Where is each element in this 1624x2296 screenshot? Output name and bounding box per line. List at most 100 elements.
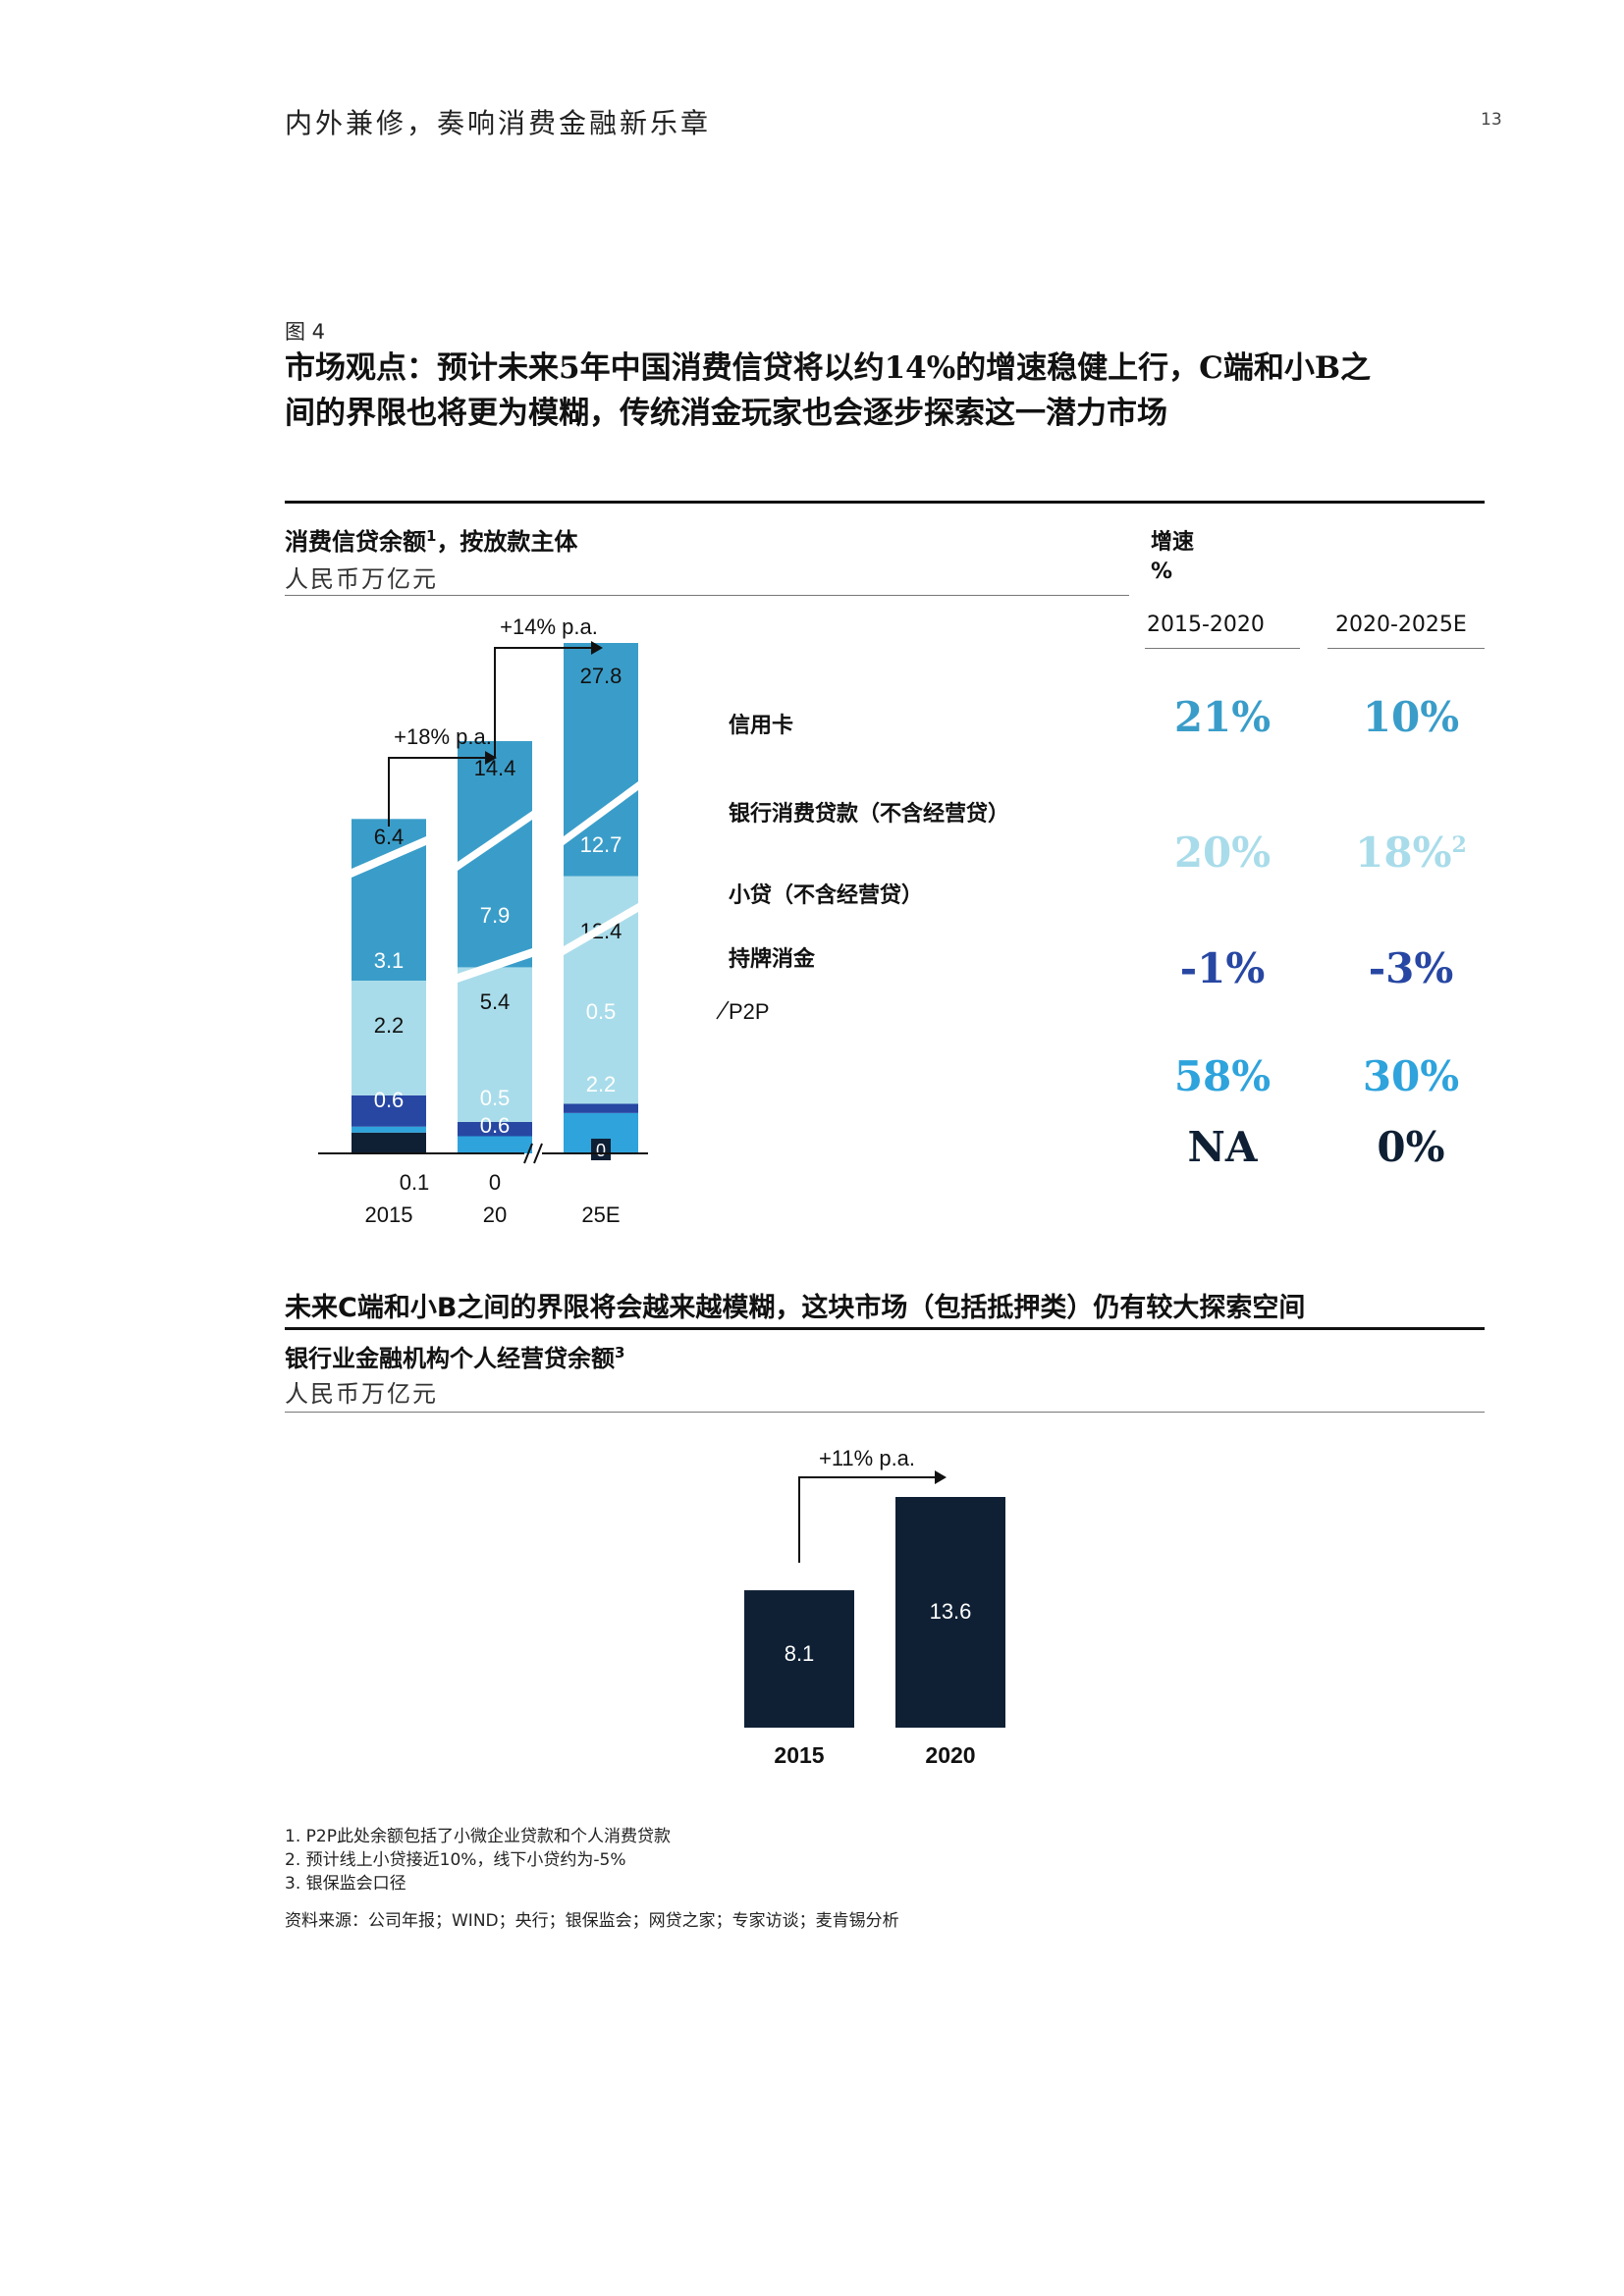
bar-break-slash-1 xyxy=(458,811,532,871)
below-label-licensed-cf-2015: 0.1 xyxy=(400,1170,430,1195)
bar-label-x-2015: 2.2 xyxy=(374,1013,405,1038)
bar-segment-x-20 xyxy=(458,967,532,1122)
bar-label-x-20: 5.4 xyxy=(480,989,511,1014)
axis-break-mark-1 xyxy=(523,1143,533,1164)
chart1-title-text: 消费信贷余额 xyxy=(285,528,426,556)
growth-licensed-cf-2020-2025e: 30% xyxy=(1362,1052,1460,1100)
footnote-1: 1. P2P此处余额包括了小微企业贷款和个人消费贷款 xyxy=(285,1827,671,1846)
chart1-title-rule xyxy=(285,595,1129,596)
legend-label-p2p0: P2P xyxy=(729,999,770,1024)
footnote-3: 3. 银保监会口径 xyxy=(285,1874,406,1894)
chart1-unit: 人民币万亿元 xyxy=(285,565,438,593)
growth-col-2-rule xyxy=(1327,648,1485,649)
growth-col-2015-2020: 2015-2020 xyxy=(1147,613,1265,637)
category-label-2015: 2015 xyxy=(365,1202,413,1227)
total-label-25e: 27.8 xyxy=(580,664,623,688)
bar-segment-x-2015 xyxy=(352,981,426,1095)
bar-label-p2p-25e-marker: 0 xyxy=(596,1141,606,1160)
bar-label-x-2015: 3.1 xyxy=(374,948,405,973)
legend-label-1: 持牌消金 xyxy=(729,946,816,971)
below-label-p2p-20: 0 xyxy=(489,1170,501,1195)
bar-label-x-25e: 0.5 xyxy=(586,999,617,1024)
growth-col-1-rule xyxy=(1145,648,1300,649)
total-label-2015: 6.4 xyxy=(374,825,405,849)
category-label-25e: 25E xyxy=(581,1202,620,1227)
growth-arrow-head-0 xyxy=(485,751,497,765)
bar-label-x-25e: 2.2 xyxy=(586,1072,617,1096)
growth-p2p-2015-2020: NA xyxy=(1187,1123,1258,1171)
bar-2020 xyxy=(895,1497,1005,1728)
source-note: 资料来源：公司年报；WIND；央行；银保监会；网贷之家；专家访谈；麦肯锡分析 xyxy=(285,1911,899,1931)
bar-break-slash-3 xyxy=(564,781,638,845)
figure-label: 图 4 xyxy=(285,320,326,344)
growth-arrow-line xyxy=(798,1476,935,1564)
growth-microloans-2015-2020: -1% xyxy=(1179,944,1266,992)
chart2-title-footnote-ref: 3 xyxy=(615,1344,625,1362)
growth-arrow-head-1 xyxy=(591,641,603,655)
category-label-2020: 2020 xyxy=(925,1742,975,1768)
bar-label-x-20: 0.6 xyxy=(480,1113,511,1138)
bar-label-x-2015: 0.6 xyxy=(374,1088,405,1112)
bar-segment-x-25e xyxy=(564,1103,638,1113)
category-label-20: 20 xyxy=(483,1202,507,1227)
figure-title-line-2: 间的界限也将更为模糊，传统消金玩家也会逐步探索这一潜力市场 xyxy=(285,396,1167,431)
bar-break-slash-0 xyxy=(352,836,426,878)
page-number: 13 xyxy=(1481,110,1502,130)
bar-segment-x-20 xyxy=(458,1121,532,1137)
growth-arrow-label: +11% p.a. xyxy=(819,1446,915,1470)
bar-marker-p2p-25e xyxy=(591,1139,611,1160)
stacked-bar-chart: 0.40.62.23.10.60.55.47.902.20.512.412.70… xyxy=(318,614,1009,1227)
business-loan-bar-chart: 8.1 2015 13.6 2020 +11% p.a. xyxy=(744,1446,1005,1768)
growth-arrow-label-1: +14% p.a. xyxy=(500,614,598,639)
bar-segment-x-2015 xyxy=(352,1095,426,1127)
bar-2015 xyxy=(744,1590,854,1728)
running-title: 内外兼修，奏响消费金融新乐章 xyxy=(285,107,712,139)
chart1-title-footnote-ref: 1 xyxy=(426,527,437,545)
bar-segment-x-2015 xyxy=(352,1126,426,1133)
growth-col-2020-2025e: 2020-2025E xyxy=(1335,613,1467,637)
bar-value-2020: 13.6 xyxy=(930,1599,972,1624)
bar-break-slash-4 xyxy=(564,903,638,955)
growth-credit-card-2015-2020: 21% xyxy=(1173,693,1272,741)
chart1-title: 消费信贷余额1，按放款主体 xyxy=(285,522,577,557)
growth-p2p-2020-2025e: 0% xyxy=(1377,1123,1445,1171)
total-label-20: 14.4 xyxy=(474,756,516,780)
legend-label-3: 银行消费贷款（不含经营贷） xyxy=(729,801,1009,826)
footnote-2: 2. 预计线上小贷接近10%，线下小贷约为-5% xyxy=(285,1850,626,1870)
bar-label-x-20: 7.9 xyxy=(480,903,511,928)
bar-segment-x-25e xyxy=(564,643,638,877)
growth-arrow-head xyxy=(935,1470,947,1484)
figure-title: 市场观点：预计未来5年中国消费信贷将以约14%的增速稳健上行，C端和小B之 间的… xyxy=(285,346,1492,436)
legend-label-2: 小贷（不含经营贷） xyxy=(729,882,923,907)
chart2-title-text: 银行业金融机构个人经营贷余额 xyxy=(285,1345,615,1372)
growth-arrow-line-0 xyxy=(388,757,485,827)
growth-bank-loans-footnote-ref: 2 xyxy=(1451,832,1467,858)
category-label-2015: 2015 xyxy=(774,1742,824,1768)
axis-break-mark-2 xyxy=(533,1143,543,1164)
bar-label-x-25e: 12.7 xyxy=(580,832,623,857)
growth-bank-loans-2020-2025e: 18%2 xyxy=(1318,828,1504,877)
section2-subhead: 未来C端和小B之间的界限将会越来越模糊，这块市场（包括抵押类）仍有较大探索空间 xyxy=(285,1293,1306,1323)
legend-label-4: 信用卡 xyxy=(729,713,793,737)
growth-arrow-line-1 xyxy=(494,647,591,758)
chart2-title: 银行业金融机构个人经营贷余额3 xyxy=(285,1339,624,1373)
bar-break-slash-2 xyxy=(458,948,532,983)
growth-credit-card-2020-2025e: 10% xyxy=(1362,693,1460,741)
bar-segment-x-20 xyxy=(458,1136,532,1153)
chart2-unit: 人民币万亿元 xyxy=(285,1380,438,1408)
growth-licensed-cf-2015-2020: 58% xyxy=(1173,1052,1272,1100)
chart1-title-suffix: ，按放款主体 xyxy=(436,528,578,556)
growth-microloans-2020-2025e: -3% xyxy=(1368,944,1454,992)
figure-title-line-1: 市场观点：预计未来5年中国消费信贷将以约14%的增速稳健上行，C端和小B之 xyxy=(285,350,1372,386)
growth-arrow-label-0: +18% p.a. xyxy=(394,724,492,749)
growth-table-unit: % xyxy=(1151,560,1173,584)
bar-label-p2p-2015: 0.4 xyxy=(374,1150,405,1175)
growth-table-header: 增速 xyxy=(1151,530,1195,555)
chart2-title-rule xyxy=(285,1412,1485,1413)
bar-label-x-20: 0.5 xyxy=(480,1086,511,1110)
section-top-rule xyxy=(285,501,1485,504)
bar-value-2015: 8.1 xyxy=(785,1641,815,1666)
section2-rule xyxy=(285,1327,1485,1330)
legend-leader-p2p xyxy=(716,1000,730,1020)
growth-bank-loans-2015-2020: 20% xyxy=(1173,828,1272,877)
